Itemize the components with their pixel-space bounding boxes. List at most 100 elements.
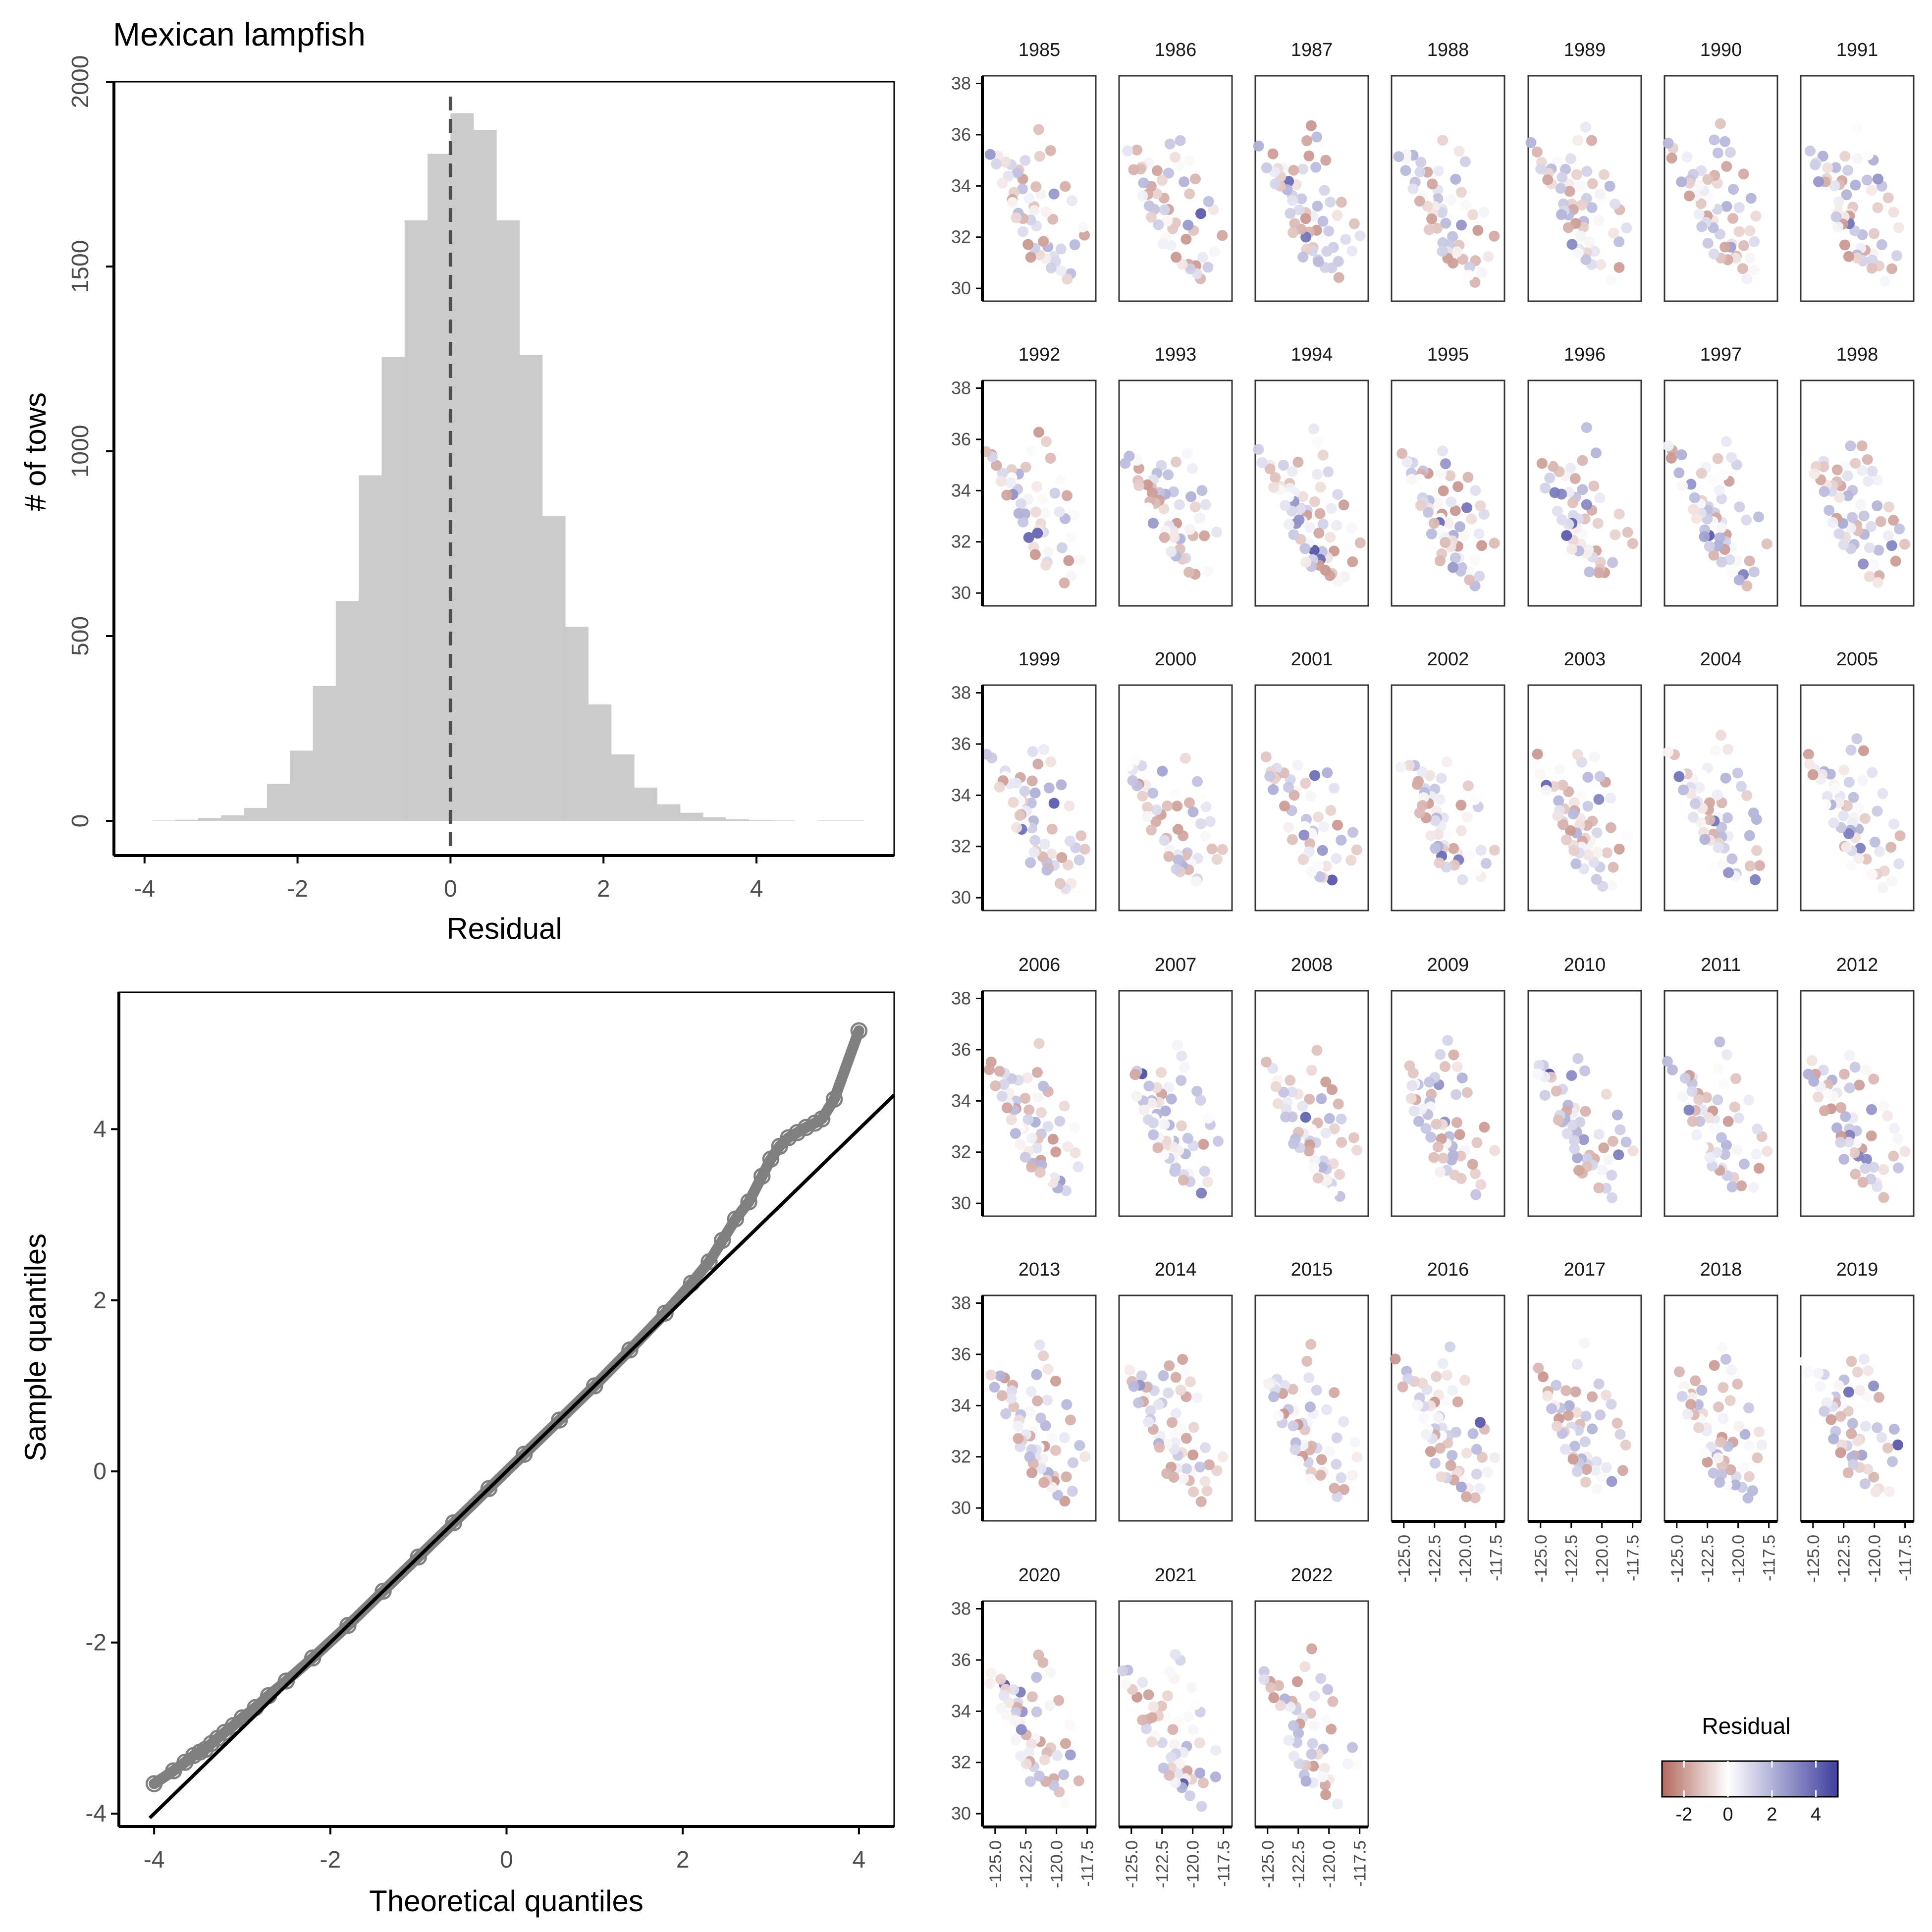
facet-tow-point bbox=[1467, 209, 1479, 220]
facet-tow-point bbox=[1321, 860, 1332, 872]
facet-tow-point bbox=[1061, 490, 1073, 501]
facet-tow-point bbox=[1577, 455, 1588, 466]
facet-tow-point bbox=[1610, 198, 1621, 210]
qq-point bbox=[145, 1775, 163, 1792]
facet-tow-point bbox=[1822, 791, 1833, 802]
facet-tow-point bbox=[1450, 1089, 1462, 1100]
facet-tow-point bbox=[1025, 1738, 1037, 1750]
facet-tow-point bbox=[1872, 173, 1883, 185]
facet-tow-point bbox=[1332, 1798, 1343, 1810]
facet-tow-point bbox=[1045, 1667, 1057, 1678]
facet-y-tick-label: 38 bbox=[951, 1293, 971, 1313]
facet-tow-point bbox=[1471, 1137, 1483, 1148]
facet-tow-point bbox=[1312, 201, 1323, 212]
facet-tow-point bbox=[1024, 1776, 1036, 1787]
facet-tow-point bbox=[1143, 1416, 1154, 1428]
facet-tow-point bbox=[1678, 784, 1689, 796]
facet-tow-point bbox=[1877, 882, 1888, 893]
facet-tow-point bbox=[1726, 1181, 1738, 1192]
facet-tow-point bbox=[1685, 479, 1697, 490]
facet-x-tick-label: -117.5 bbox=[1351, 1840, 1370, 1887]
facet-tow-point bbox=[1142, 479, 1153, 490]
facet-tow-point bbox=[1347, 827, 1358, 838]
facet-tow-point bbox=[996, 476, 1007, 487]
facet-tow-point bbox=[1864, 571, 1875, 582]
facet-tow-point bbox=[1148, 518, 1159, 529]
facet-tow-point bbox=[1017, 183, 1028, 195]
facet-tow-point bbox=[1320, 1127, 1332, 1139]
facet-tow-point bbox=[1033, 124, 1044, 135]
facet-x-tick-label: -120.0 bbox=[1184, 1840, 1203, 1888]
facet-tow-point bbox=[1310, 161, 1322, 173]
facet-tow-point bbox=[1069, 510, 1080, 521]
facet-tow-point bbox=[1844, 1050, 1855, 1061]
facet-y-tick-label: 36 bbox=[951, 1650, 971, 1670]
facet-tow-point bbox=[1727, 213, 1739, 224]
facet-tow-point bbox=[1536, 458, 1548, 469]
facet-tow-point bbox=[1351, 844, 1362, 856]
facet-tow-point bbox=[1724, 147, 1736, 158]
facet-tow-point bbox=[1561, 1128, 1573, 1139]
facet-tow-point bbox=[1050, 1375, 1062, 1387]
facet-x-tick-label: -120.0 bbox=[1866, 1535, 1884, 1582]
facet-tow-point bbox=[1194, 1768, 1206, 1779]
facet-tow-point bbox=[1742, 1493, 1754, 1504]
facet-tow-point bbox=[1883, 1486, 1895, 1497]
facet-tow-point bbox=[1283, 782, 1294, 793]
facet-tow-point bbox=[1045, 145, 1056, 157]
facet-x-tick-label: -117.5 bbox=[1760, 1535, 1779, 1581]
facet-tow-point bbox=[1676, 176, 1687, 188]
facet-tow-point bbox=[1542, 1391, 1553, 1402]
facet-tow-point bbox=[1217, 844, 1228, 855]
facet-tow-point bbox=[1460, 1491, 1472, 1503]
facet-tow-point bbox=[1413, 1116, 1424, 1127]
histogram-bar bbox=[565, 627, 589, 821]
facet-tow-point bbox=[1831, 464, 1843, 476]
facet-tow-point bbox=[1042, 1363, 1054, 1375]
facet-tow-point bbox=[1882, 1443, 1893, 1454]
facet-tow-point bbox=[1715, 118, 1726, 129]
facet-tow-point bbox=[1157, 765, 1168, 777]
facet-tow-point bbox=[1018, 516, 1029, 528]
facet-tow-point bbox=[1447, 1385, 1458, 1396]
facet-tow-point bbox=[1206, 843, 1218, 855]
facet-tow-point bbox=[1581, 1153, 1593, 1164]
facet-tow-point bbox=[1042, 546, 1054, 557]
facet-tow-point bbox=[1308, 1162, 1320, 1174]
facet-tow-point bbox=[994, 1066, 1005, 1077]
facet-tow-point bbox=[1750, 874, 1761, 885]
facet-tow-point bbox=[1833, 528, 1845, 539]
facet-tow-point bbox=[1589, 1464, 1601, 1476]
facet-tow-point bbox=[1751, 1148, 1762, 1160]
facet-tow-point bbox=[1620, 1136, 1632, 1148]
facet-tow-point bbox=[1321, 246, 1333, 257]
facet-tow-point bbox=[1347, 1742, 1358, 1753]
facet-tow-point bbox=[1753, 511, 1764, 523]
facet-tow-point bbox=[1422, 507, 1434, 518]
facet-panel-1996: 1996 bbox=[1527, 344, 1642, 607]
facet-tow-point bbox=[1580, 254, 1592, 266]
facet-tow-point bbox=[1470, 1189, 1482, 1200]
facet-tow-point bbox=[1556, 514, 1568, 526]
facet-panel-1986: 1986 bbox=[1118, 40, 1233, 302]
facet-tow-point bbox=[1591, 1456, 1602, 1467]
facet-tow-point bbox=[1317, 1771, 1328, 1782]
facet-year-label: 1992 bbox=[1019, 344, 1061, 365]
facet-tow-point bbox=[1336, 1472, 1347, 1484]
facet-tow-point bbox=[1306, 1124, 1317, 1135]
facet-tow-point bbox=[1329, 1483, 1340, 1494]
facet-tow-point bbox=[1133, 1397, 1144, 1408]
facet-tow-point bbox=[1038, 744, 1050, 755]
facet-tow-point bbox=[1741, 273, 1753, 284]
facet-tow-point bbox=[1043, 782, 1055, 794]
facet-tow-point bbox=[1000, 1408, 1012, 1419]
facet-tow-point bbox=[1427, 178, 1438, 190]
facet-tow-point bbox=[1415, 500, 1426, 511]
facet-tow-point bbox=[1171, 1408, 1182, 1419]
facet-x-tick-label: -120.0 bbox=[1320, 1840, 1339, 1888]
facet-tow-point bbox=[1268, 1391, 1280, 1402]
facet-y-tick-label: 32 bbox=[951, 1142, 971, 1162]
facet-tow-point bbox=[1141, 1723, 1152, 1734]
histogram-bar bbox=[680, 812, 703, 821]
facet-tow-point bbox=[1202, 566, 1214, 577]
